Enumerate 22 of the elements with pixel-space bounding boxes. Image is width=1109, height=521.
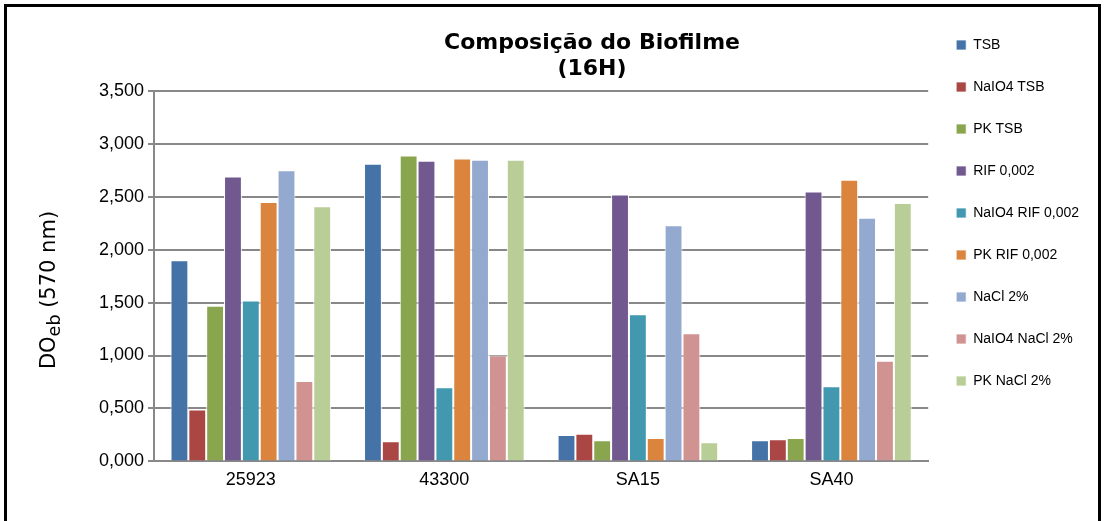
- x-tick-label: SA15: [615, 469, 660, 490]
- x-tick-label: 25923: [225, 469, 276, 490]
- legend-label: NaIO4 NaCl 2%: [973, 329, 1073, 346]
- legend-label: RIF 0,002: [973, 161, 1035, 178]
- legend-label: NaCl 2%: [973, 287, 1029, 304]
- legend-label: NaIO4 TSB: [973, 77, 1045, 94]
- x-tick-label: 43300: [419, 469, 470, 490]
- y-tick-label: 2,000: [99, 238, 145, 259]
- y-tick-label: 3,000: [99, 132, 145, 153]
- y-tick-label: 0,000: [99, 450, 145, 471]
- y-tick-label: 1,000: [99, 344, 145, 365]
- legend-label: NaIO4 RIF 0,002: [973, 203, 1080, 220]
- y-tick-label: 3,500: [99, 79, 145, 100]
- legend-label: PK RIF 0,002: [973, 245, 1058, 262]
- legend-label: TSB: [973, 35, 1001, 52]
- legend-label: PK NaCl 2%: [973, 371, 1051, 388]
- y-tick-label: 0,500: [99, 397, 145, 418]
- y-tick-label: 2,500: [99, 185, 145, 206]
- y-tick-label: 1,500: [99, 291, 145, 312]
- x-tick-label: SA40: [809, 469, 854, 490]
- legend-label: PK TSB: [973, 119, 1023, 136]
- chart-title: Composição do Biofilme (16H): [444, 28, 740, 81]
